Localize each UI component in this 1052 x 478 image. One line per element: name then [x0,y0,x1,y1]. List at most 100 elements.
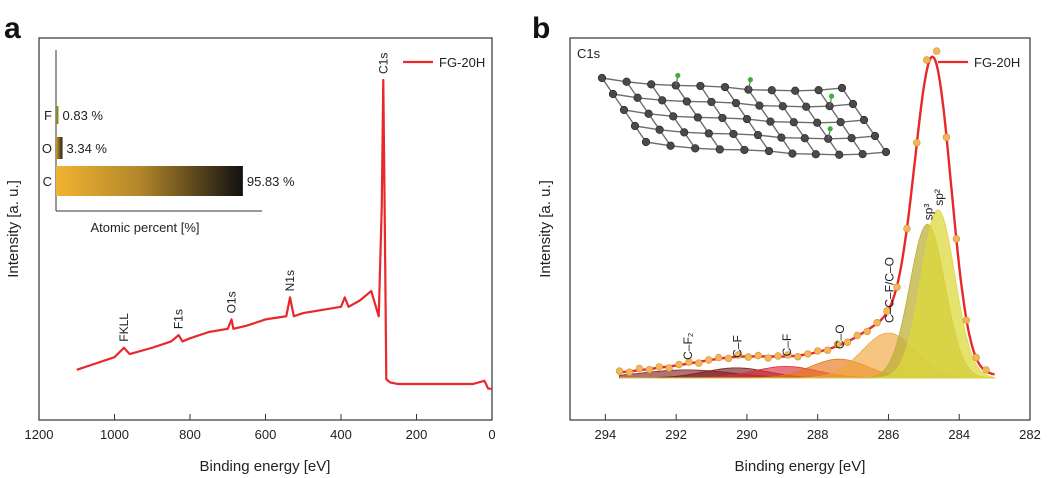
data-point [873,319,881,327]
data-point [823,346,832,354]
data-point [932,47,941,55]
fluorine-atom [747,77,753,83]
lattice-bond [626,81,652,86]
data-point [863,327,871,336]
component-label: C–F₂ [681,332,695,360]
data-point [734,351,743,359]
panel-a-peak-labels: FKLL F1s O1s N1s C1s [117,53,390,342]
lattice-atom [647,80,656,89]
lattice-atom [755,101,764,110]
panel-b-fit-components [619,209,996,379]
lattice-atom [764,146,774,156]
x-tick-label: 284 [948,427,970,442]
inset-category-label: F [44,108,52,123]
data-point [804,350,812,358]
panel-b-y-label: Intensity [a. u.] [537,180,554,278]
lattice-bond [651,83,676,87]
inset-value-label: 0.83 % [63,108,104,123]
lattice-atom [622,77,631,86]
lattice-atom [789,118,798,127]
x-tick-label: 282 [1019,427,1041,442]
panel-b-chart: b 294 292 290 288 286 284 282 Binding energy [… [532,12,1041,475]
data-point [893,283,901,291]
lattice-bond [601,77,627,83]
data-point [665,364,673,372]
fluorine-atom [675,72,681,79]
lattice-bond [684,131,709,135]
data-point [615,367,624,375]
lattice-bond [673,115,698,119]
lattice-atom [655,125,664,134]
lattice-atom [641,137,651,147]
lattice-atom [715,145,724,154]
data-point [814,347,822,355]
fit-component [619,209,996,379]
lattice-atom [778,102,787,111]
data-point [655,363,663,371]
x-tick-label: 288 [807,427,829,442]
component-label: sp³ [921,204,935,221]
lattice-atom [619,105,629,115]
lattice-atom [791,86,800,95]
lattice-atom [671,81,680,90]
data-point [883,307,891,315]
data-point [853,331,861,340]
peak-label-f1s: F1s [172,309,186,329]
lattice-atom [788,149,797,158]
x-tick-label: 800 [179,427,201,442]
data-point [645,365,654,374]
panel-a-spectrum-line [76,78,492,390]
data-point [982,366,990,374]
lattice-atom [814,86,823,95]
panel-a-y-label: Intensity [a. u.] [5,180,22,278]
component-label: C–F [730,335,744,358]
lattice-atom [742,114,752,124]
lattice-bond [634,125,660,131]
lattice-atom [658,96,667,105]
lattice-atom [696,81,705,91]
lattice-atom [767,86,776,95]
data-point [784,351,792,359]
inset-x-label: Atomic percent [%] [90,220,199,235]
x-tick-label: 1200 [25,427,54,442]
lattice-atom [693,113,702,122]
lattice-bond [711,101,737,104]
lattice-bond [637,97,663,102]
panel-b-x-label: Binding energy [eV] [735,458,866,475]
lattice-atom [813,118,822,127]
component-label: C–F [780,334,794,357]
peak-label-o1s: O1s [225,291,239,313]
inset-bar-f [56,106,59,124]
data-point [724,354,733,363]
data-point [833,340,842,348]
data-point [764,354,772,362]
panel-a-x-label: Binding energy [eV] [200,458,331,475]
panel-b-corner-label: C1s [577,46,601,61]
panel-b-plot-frame [569,37,1031,421]
lattice-bond [645,141,671,147]
inset-value-label: 3.34 % [67,141,108,156]
lattice-atom [633,93,642,102]
lattice-atom [704,129,713,138]
x-tick-label: 1000 [100,427,129,442]
data-point [744,353,753,361]
lattice-atom [729,129,738,139]
data-point [843,338,852,346]
lattice-bond [695,147,720,151]
lattice-atom [608,89,618,99]
data-point [675,360,683,369]
lattice-atom [682,97,691,106]
data-point [962,316,970,324]
lattice-atom [835,150,844,159]
lattice-atom [802,102,811,111]
lattice-atom [731,98,741,108]
fluorine-atom [827,126,833,132]
data-point [695,359,703,367]
x-tick-label: 0 [488,427,495,442]
panel-a-chart: a 1200 1000 800 600 400 200 0 Binding energy [… [4,12,496,475]
x-tick-label: 400 [330,427,352,442]
panel-b-legend-label: FG-20H [974,55,1020,70]
inset-category-label: O [42,141,52,156]
lattice-atom [720,82,730,92]
